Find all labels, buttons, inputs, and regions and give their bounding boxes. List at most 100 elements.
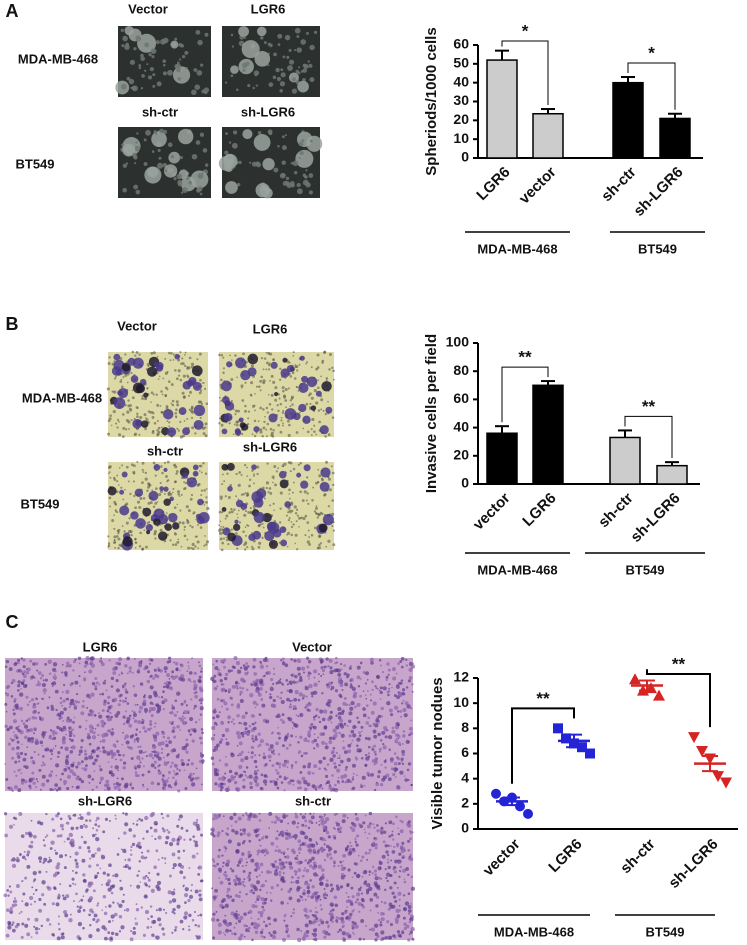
nucleus	[326, 879, 328, 881]
cell	[119, 490, 124, 495]
nucleus	[240, 933, 244, 937]
nucleus	[124, 784, 128, 788]
pore	[168, 352, 171, 355]
pore	[128, 517, 130, 519]
pore	[141, 397, 144, 400]
nucleus	[283, 920, 285, 922]
nucleus	[83, 879, 87, 883]
nucleus	[392, 838, 394, 840]
pore	[203, 489, 206, 492]
nucleus	[289, 744, 292, 747]
nucleus	[179, 814, 183, 818]
nucleus	[299, 661, 301, 663]
nucleus	[225, 756, 227, 758]
pore	[121, 464, 123, 466]
nucleus	[28, 718, 31, 721]
nucleus	[49, 672, 52, 675]
pore	[170, 352, 172, 354]
nucleus	[143, 785, 145, 787]
pore	[137, 407, 139, 409]
pore	[221, 354, 223, 356]
nucleus	[188, 925, 190, 927]
pore	[130, 534, 132, 536]
nucleus	[91, 750, 94, 753]
nucleus	[293, 659, 296, 662]
pore	[156, 404, 159, 407]
nucleus	[156, 909, 158, 911]
nucleus	[67, 754, 69, 756]
nucleus	[225, 690, 227, 692]
nucleus	[75, 765, 78, 768]
nucleus	[280, 719, 283, 722]
nucleus	[264, 764, 267, 767]
nucleus	[374, 938, 377, 941]
pore	[288, 461, 291, 464]
nucleus	[185, 750, 188, 753]
nucleus	[33, 727, 36, 730]
nucleus	[234, 932, 237, 935]
pore	[323, 410, 325, 412]
pore	[317, 469, 319, 471]
nucleus	[130, 735, 134, 739]
nucleus	[260, 739, 264, 743]
nucleus	[152, 757, 154, 759]
nucleus	[53, 886, 56, 889]
nucleus	[339, 861, 342, 864]
nucleus	[87, 735, 91, 739]
nucleus	[96, 749, 98, 751]
nucleus	[56, 789, 59, 792]
y-tick-label: 100	[446, 334, 470, 350]
nucleus	[354, 924, 358, 928]
nucleus	[176, 772, 179, 775]
cell	[148, 491, 158, 501]
nucleus	[370, 699, 372, 701]
nucleus	[91, 753, 93, 755]
cell	[159, 129, 164, 134]
nucleus	[297, 667, 301, 671]
nucleus	[356, 703, 360, 707]
pore	[199, 379, 202, 382]
cell	[264, 531, 274, 541]
nucleus	[112, 875, 114, 877]
nucleus	[405, 659, 407, 661]
nucleus	[359, 734, 362, 737]
nucleus	[157, 782, 160, 785]
nucleus	[337, 707, 341, 711]
nucleus	[301, 824, 304, 827]
nucleus	[182, 715, 184, 717]
cell	[256, 488, 266, 498]
nucleus	[349, 711, 353, 715]
nucleus	[306, 657, 309, 660]
pore	[318, 421, 321, 424]
nucleus	[313, 669, 317, 673]
pore	[206, 488, 208, 490]
nucleus	[345, 768, 348, 771]
pore	[117, 419, 119, 421]
nucleus	[352, 725, 356, 729]
nucleus	[214, 687, 218, 691]
nucleus	[244, 936, 246, 938]
nucleus	[361, 731, 363, 733]
cell	[280, 173, 286, 179]
nucleus	[78, 657, 81, 660]
pore	[308, 530, 310, 532]
nucleus	[298, 699, 301, 702]
cell	[248, 354, 259, 365]
nucleus	[370, 910, 372, 912]
nucleus	[334, 784, 337, 787]
nucleus	[169, 678, 171, 680]
nucleus	[223, 846, 226, 849]
nucleus	[387, 694, 390, 697]
nucleus	[392, 831, 394, 833]
nucleus	[234, 820, 237, 823]
nucleus	[143, 838, 145, 840]
pore	[282, 464, 285, 467]
nucleus	[17, 729, 20, 732]
nucleus	[309, 813, 311, 815]
nucleus	[194, 911, 196, 913]
cell	[304, 175, 307, 178]
pore	[328, 368, 330, 370]
pore	[222, 357, 224, 359]
nucleus	[398, 833, 400, 835]
pore	[286, 515, 288, 517]
